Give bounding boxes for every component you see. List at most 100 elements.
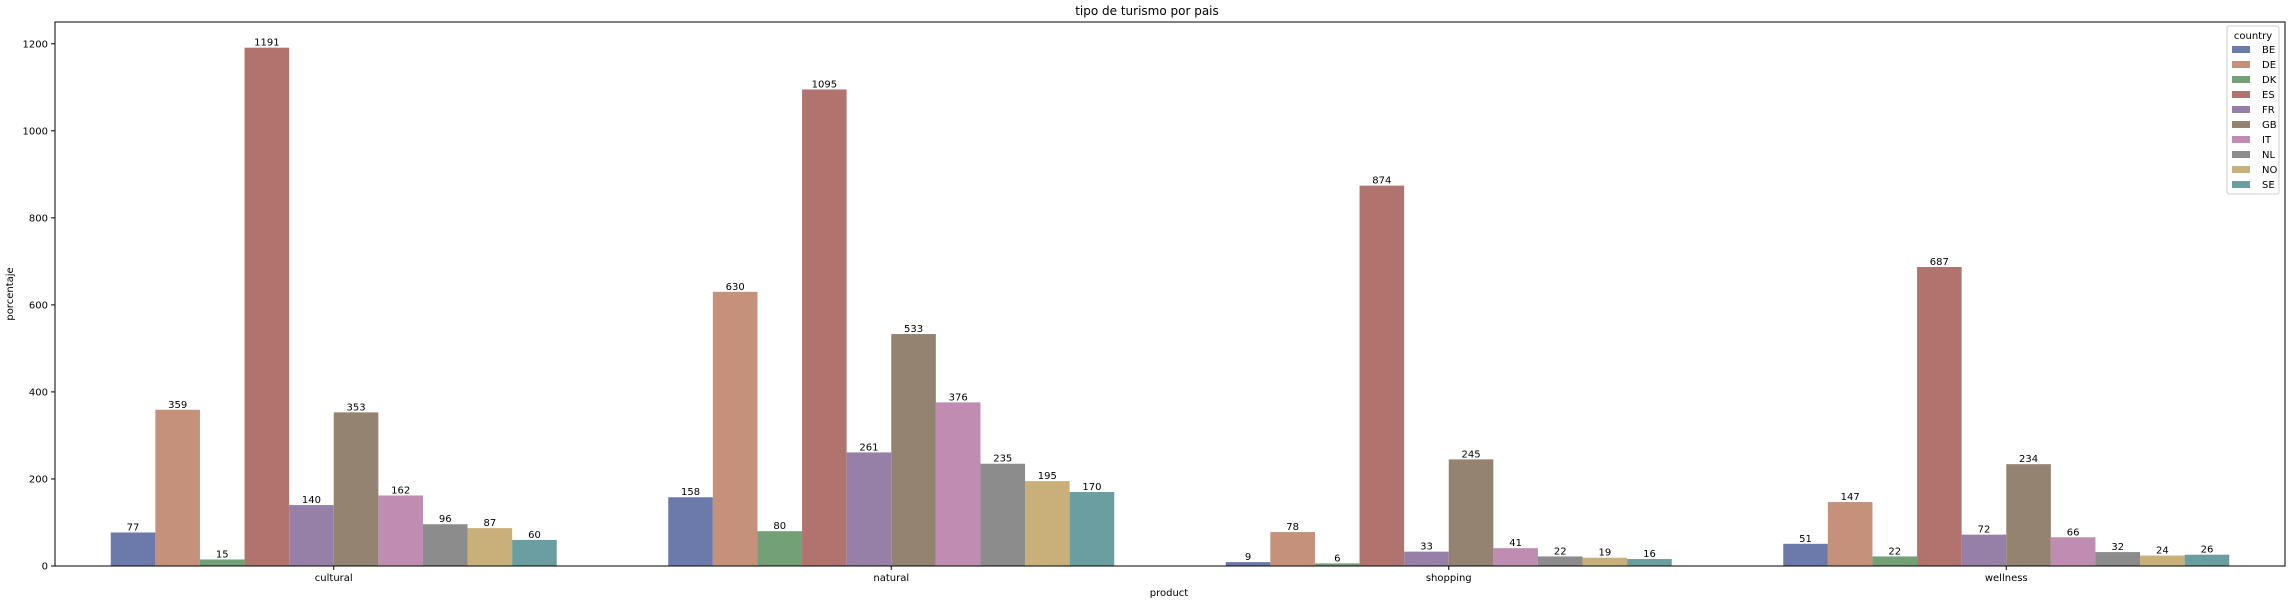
bar-value-label: 687 bbox=[1930, 257, 1949, 268]
legend-label: ES bbox=[2262, 90, 2275, 101]
bar bbox=[1872, 556, 1918, 566]
bar bbox=[846, 452, 892, 566]
legend-label: NL bbox=[2262, 150, 2275, 161]
bar-value-label: 60 bbox=[528, 530, 541, 541]
bar-value-label: 24 bbox=[2156, 546, 2169, 557]
bar bbox=[1270, 532, 1315, 566]
bar bbox=[1448, 459, 1494, 566]
legend-title: country bbox=[2234, 31, 2272, 42]
bar-value-label: 22 bbox=[1554, 546, 1567, 557]
bar-value-label: 41 bbox=[1509, 538, 1522, 549]
x-axis: cultural natural shopping wellness bbox=[315, 566, 2028, 584]
bar-value-label: 15 bbox=[216, 549, 229, 560]
legend-swatch bbox=[2232, 76, 2250, 83]
bar-value-label: 376 bbox=[949, 392, 968, 403]
bar-value-label: 359 bbox=[168, 400, 187, 411]
bar-value-label: 96 bbox=[439, 514, 452, 525]
bar bbox=[891, 334, 936, 566]
bar bbox=[1359, 185, 1405, 566]
legend-label: DK bbox=[2262, 75, 2277, 86]
bar bbox=[2050, 537, 2096, 566]
x-axis-label: product bbox=[1150, 588, 1189, 599]
bar-value-label: 77 bbox=[127, 522, 140, 533]
bar bbox=[1069, 492, 1115, 566]
bar-value-label: 533 bbox=[904, 324, 923, 335]
bar-value-label: 22 bbox=[1888, 546, 1901, 557]
bar bbox=[668, 497, 713, 566]
bar bbox=[1025, 481, 1070, 566]
bar bbox=[757, 531, 803, 566]
bar-value-label: 170 bbox=[1082, 482, 1101, 493]
bar bbox=[980, 463, 1026, 566]
bar-value-label: 26 bbox=[2201, 545, 2214, 556]
bar-value-label: 162 bbox=[391, 485, 410, 496]
bar bbox=[1961, 534, 2007, 566]
bar bbox=[1537, 556, 1583, 566]
y-axis: 0 200 400 600 800 1000 1200 bbox=[23, 39, 55, 573]
bar bbox=[1404, 551, 1449, 566]
bar-value-label: 72 bbox=[1978, 525, 1991, 536]
bar-value-label: 51 bbox=[1799, 534, 1812, 545]
bar bbox=[155, 409, 200, 566]
legend-swatch bbox=[2232, 91, 2250, 98]
bar-value-label: 195 bbox=[1038, 471, 1057, 482]
bar bbox=[1783, 543, 1828, 566]
bar bbox=[378, 495, 423, 566]
bar-value-label: 140 bbox=[302, 495, 321, 506]
x-tick-label: natural bbox=[873, 573, 909, 584]
x-tick-label: cultural bbox=[315, 573, 353, 584]
legend-swatch bbox=[2232, 61, 2250, 68]
bar bbox=[422, 524, 468, 566]
bar bbox=[1582, 557, 1628, 566]
bar bbox=[2095, 552, 2141, 566]
legend-swatch bbox=[2232, 46, 2250, 53]
bar-value-label: 245 bbox=[1462, 449, 1481, 460]
bar-value-label: 630 bbox=[726, 282, 745, 293]
chart-title: tipo de turismo por pais bbox=[1075, 4, 1219, 18]
legend-swatch bbox=[2232, 136, 2250, 143]
bar bbox=[467, 528, 513, 566]
plot-frame bbox=[54, 21, 2286, 567]
bars bbox=[110, 47, 2230, 567]
bar-value-label: 158 bbox=[681, 487, 700, 498]
legend-label: NO bbox=[2262, 165, 2277, 176]
bar-value-label: 1095 bbox=[812, 79, 837, 90]
bar-value-label: 874 bbox=[1372, 176, 1391, 187]
bar bbox=[935, 402, 981, 566]
bar-value-label: 78 bbox=[1286, 522, 1299, 533]
bar-value-label: 1191 bbox=[254, 38, 279, 49]
bar bbox=[1827, 502, 1873, 566]
legend-swatch bbox=[2232, 106, 2250, 113]
bar-value-label: 261 bbox=[859, 442, 878, 453]
legend: country BE DE DK ES FR GB IT NL NO SE bbox=[2226, 25, 2280, 195]
y-tick-label: 1200 bbox=[23, 39, 48, 50]
bar-value-label: 66 bbox=[2067, 527, 2080, 538]
bar bbox=[199, 559, 245, 566]
y-tick-label: 200 bbox=[29, 474, 48, 485]
bar-value-label: 19 bbox=[1598, 548, 1611, 559]
bar bbox=[512, 539, 557, 566]
legend-swatch bbox=[2232, 166, 2250, 173]
y-tick-label: 800 bbox=[29, 213, 48, 224]
x-tick-label: shopping bbox=[1426, 573, 1472, 584]
legend-swatch bbox=[2232, 121, 2250, 128]
bar-value-label: 353 bbox=[347, 402, 366, 413]
bar bbox=[1225, 562, 1271, 566]
bar-value-label: 80 bbox=[773, 521, 786, 532]
legend-label: SE bbox=[2262, 180, 2275, 191]
bar bbox=[110, 532, 156, 566]
bar bbox=[244, 47, 290, 566]
bar bbox=[2140, 555, 2185, 566]
bar-value-label: 33 bbox=[1420, 542, 1433, 553]
bar bbox=[333, 412, 379, 566]
bar bbox=[2184, 554, 2230, 566]
legend-label: FR bbox=[2262, 105, 2275, 116]
bar-value-label: 6 bbox=[1334, 553, 1340, 564]
legend-swatch bbox=[2232, 151, 2250, 158]
bar bbox=[289, 505, 334, 566]
legend-label: IT bbox=[2262, 135, 2272, 146]
legend-label: DE bbox=[2262, 60, 2276, 71]
bar bbox=[1917, 267, 1962, 566]
